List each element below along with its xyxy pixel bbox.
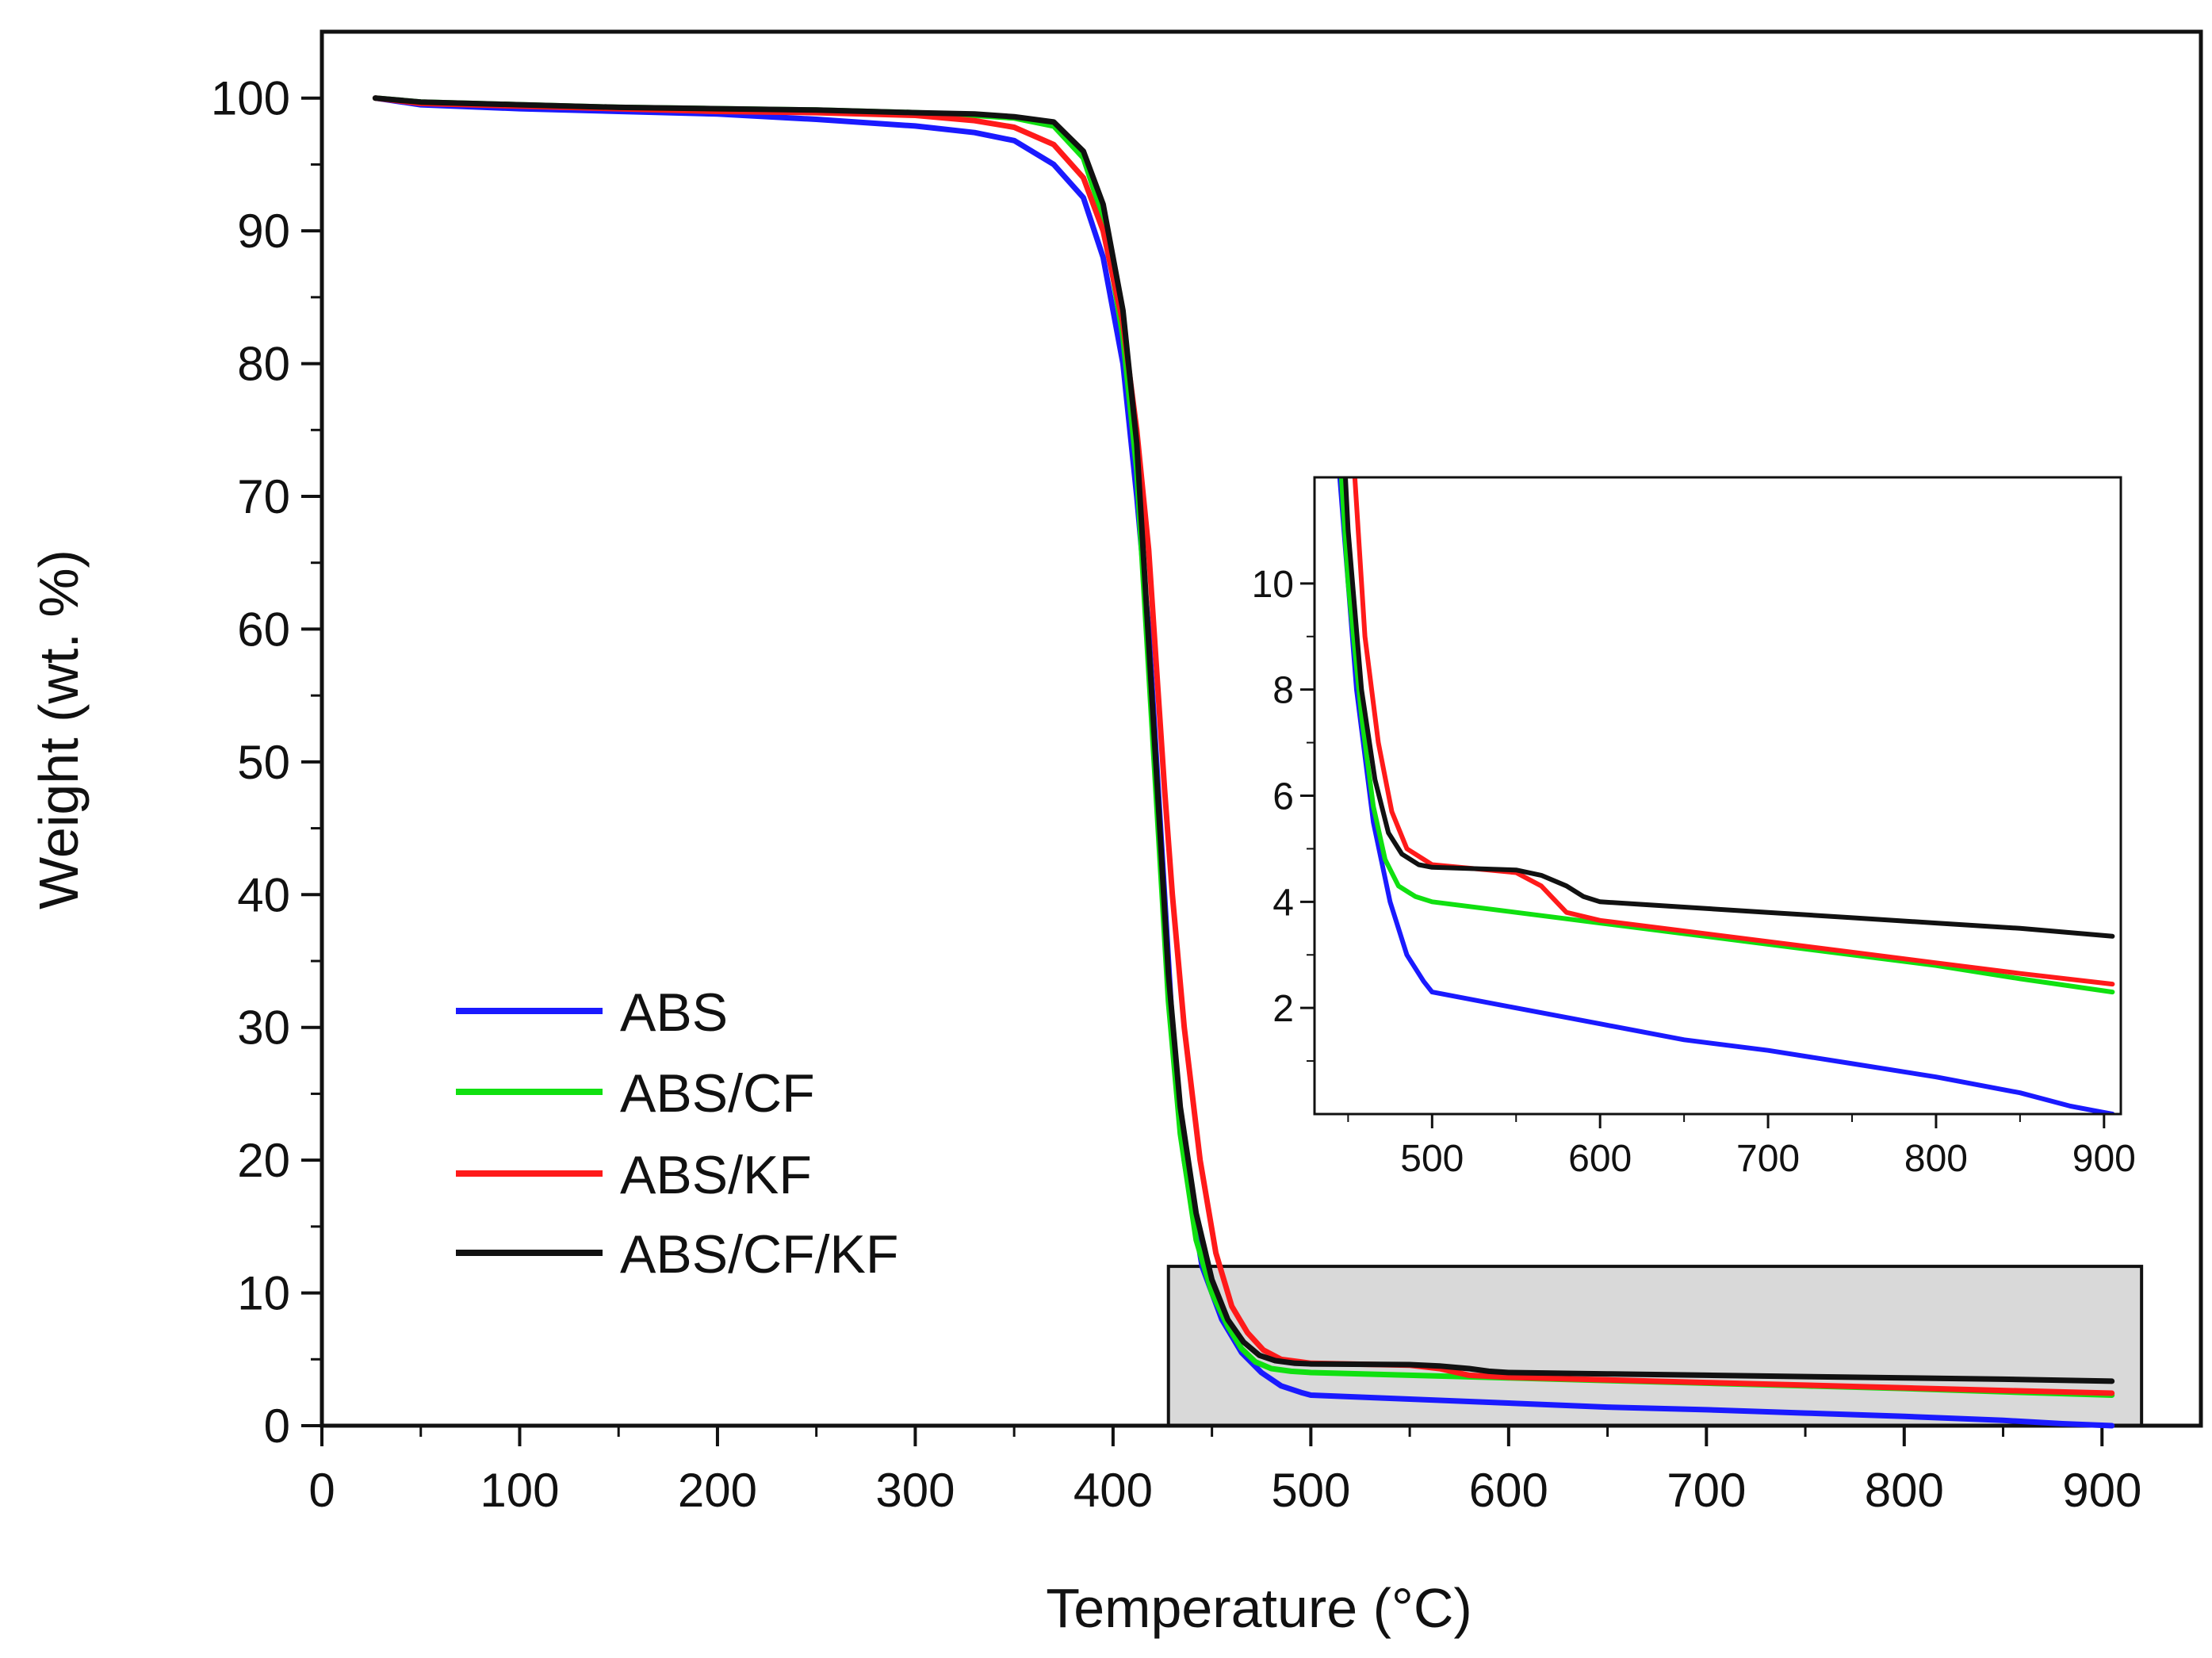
y-axis-title: Weight (wt. %) [28,549,90,909]
inset-x-tick-label: 600 [1568,1138,1632,1180]
legend-label-abs: ABS [620,982,728,1043]
legend-label-abs-kf: ABS/KF [620,1145,812,1205]
legend: ABS ABS/CF ABS/KF ABS/CF/KF [456,982,898,1285]
inset-background [1315,477,2121,1114]
x-tick-label: 100 [480,1464,559,1517]
legend-label-abs-cf: ABS/CF [620,1063,815,1124]
inset-series-line-abs-cf [1338,477,2115,995]
x-tick-label: 300 [875,1464,955,1517]
legend-label-abs-cf-kf: ABS/CF/KF [620,1224,898,1285]
inset-x-tick-label: 800 [1904,1138,1968,1180]
y-tick-label: 30 [237,1001,290,1055]
inset-y-tick-label: 4 [1272,882,1294,924]
y-tick-label: 80 [237,338,290,391]
plot-frame [320,29,2203,1428]
inset-series-line-abs-cf-kf [1342,477,2115,939]
x-tick-label: 800 [1865,1464,1944,1517]
x-tick-label: 600 [1469,1464,1548,1517]
y-tick-label: 100 [211,72,290,125]
x-tick-label: 700 [1667,1464,1746,1517]
inset-chart: 500 600 700 800 900 2 4 6 8 10 [1252,476,2136,1180]
y-tick-label: 20 [237,1134,290,1187]
series-lines [372,95,2115,1429]
y-axis-ticks: 0 10 20 30 40 50 60 70 80 90 100 [211,72,322,1453]
x-axis-title: Temperature (°C) [1046,1577,1472,1639]
inset-y-axis-ticks: 2 4 6 8 10 [1252,564,1315,1063]
inset-y-tick-label: 6 [1272,776,1294,818]
y-tick-label: 40 [237,868,290,921]
inset-y-tick-label: 2 [1272,988,1294,1030]
y-tick-label: 90 [237,205,290,258]
inset-x-tick-label: 900 [2072,1138,2136,1180]
inset-x-tick-label: 500 [1400,1138,1464,1180]
zoom-region-highlight [1166,1265,2144,1427]
x-tick-label: 900 [2062,1464,2141,1517]
inset-series-line-abs [1337,477,2115,1114]
x-tick-label: 0 [308,1464,335,1517]
x-tick-label: 200 [678,1464,757,1517]
y-tick-label: 0 [264,1400,290,1453]
x-tick-label: 500 [1271,1464,1350,1517]
y-tick-label: 10 [237,1267,290,1320]
inset-series-line-abs-kf [1352,477,2115,987]
y-tick-label: 70 [237,470,290,523]
y-tick-label: 50 [237,736,290,789]
inset-series-lines [1337,477,2115,1114]
y-tick-label: 60 [237,603,290,656]
x-tick-label: 400 [1073,1464,1153,1517]
inset-x-tick-label: 700 [1736,1138,1800,1180]
x-axis-ticks: 0 100 200 300 400 500 600 700 800 900 [308,1426,2141,1517]
inset-x-axis-ticks: 500 600 700 800 900 [1347,1114,2136,1180]
inset-y-tick-label: 8 [1272,670,1294,712]
inset-y-tick-label: 10 [1252,564,1294,606]
series-line-abs-cf-kf [372,95,2115,1384]
